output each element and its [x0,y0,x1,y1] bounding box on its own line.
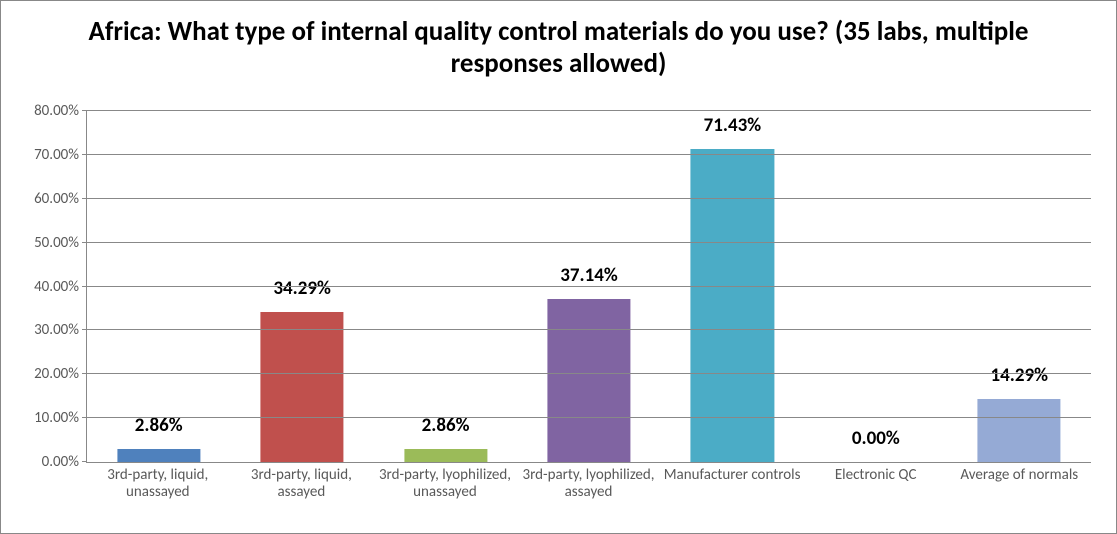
plot-area: 2.86%34.29%2.86%37.14%71.43%0.00%14.29% … [86,111,1091,463]
x-tick-label: Manufacturer controls [660,467,804,525]
bar-value-label: 0.00% [852,427,900,450]
bar-value-label: 71.43% [704,114,761,137]
gridline [87,286,1091,287]
y-tick [82,286,87,287]
plot-wrap: 2.86%34.29%2.86%37.14%71.43%0.00%14.29% … [86,111,1091,463]
bar [547,299,630,462]
y-tick [82,242,87,243]
y-tick-label: 20.00% [34,365,79,383]
bar-value-label: 37.14% [560,264,617,287]
y-tick-label: 70.00% [34,146,79,164]
y-tick [82,461,87,462]
y-tick-label: 50.00% [34,234,79,252]
gridline [87,373,1091,374]
bar [261,312,344,462]
bar-slot: 2.86% [374,111,517,462]
gridline [87,110,1091,111]
bar-slot: 14.29% [948,111,1091,462]
bar [978,399,1061,462]
y-tick [82,373,87,374]
y-tick-label: 80.00% [34,102,79,120]
gridline [87,417,1091,418]
x-tick-label: Electronic QC [804,467,948,525]
gridline [87,154,1091,155]
gridline [87,198,1091,199]
x-tick-label: 3rd-party, lyophilized, assayed [517,467,661,525]
y-tick-label: 40.00% [34,278,79,296]
bar-slot: 71.43% [661,111,804,462]
chart-title: Africa: What type of internal quality co… [1,1,1116,89]
bar [691,149,774,462]
y-tick [82,110,87,111]
bar-slot: 0.00% [804,111,947,462]
y-tick [82,198,87,199]
x-axis-labels: 3rd-party, liquid, unassayed3rd-party, l… [86,467,1091,525]
bar-slot: 2.86% [87,111,230,462]
y-tick-label: 30.00% [34,321,79,339]
y-tick [82,154,87,155]
bar-slot: 37.14% [517,111,660,462]
y-tick [82,417,87,418]
x-tick-label: 3rd-party, liquid, unassayed [86,467,230,525]
x-tick-label: Average of normals [947,467,1091,525]
bars-row: 2.86% 34.29% 2.86% 37.14% 71.43% 0.00% 14.29% [87,111,1091,462]
chart-container: Africa: What type of internal quality co… [0,0,1117,534]
gridline [87,329,1091,330]
y-tick-label: 10.00% [34,409,79,427]
bar-value-label: 14.29% [991,364,1048,387]
y-tick [82,329,87,330]
x-tick-label: 3rd-party, liquid, assayed [230,467,374,525]
bar-slot: 34.29% [230,111,373,462]
x-tick-label: 3rd-party, lyophilized, unassayed [373,467,517,525]
gridline [87,242,1091,243]
bar-value-label: 34.29% [273,277,330,300]
bar [404,449,487,462]
bar [117,449,200,462]
y-tick-label: 0.00% [42,453,79,471]
y-tick-label: 60.00% [34,190,79,208]
